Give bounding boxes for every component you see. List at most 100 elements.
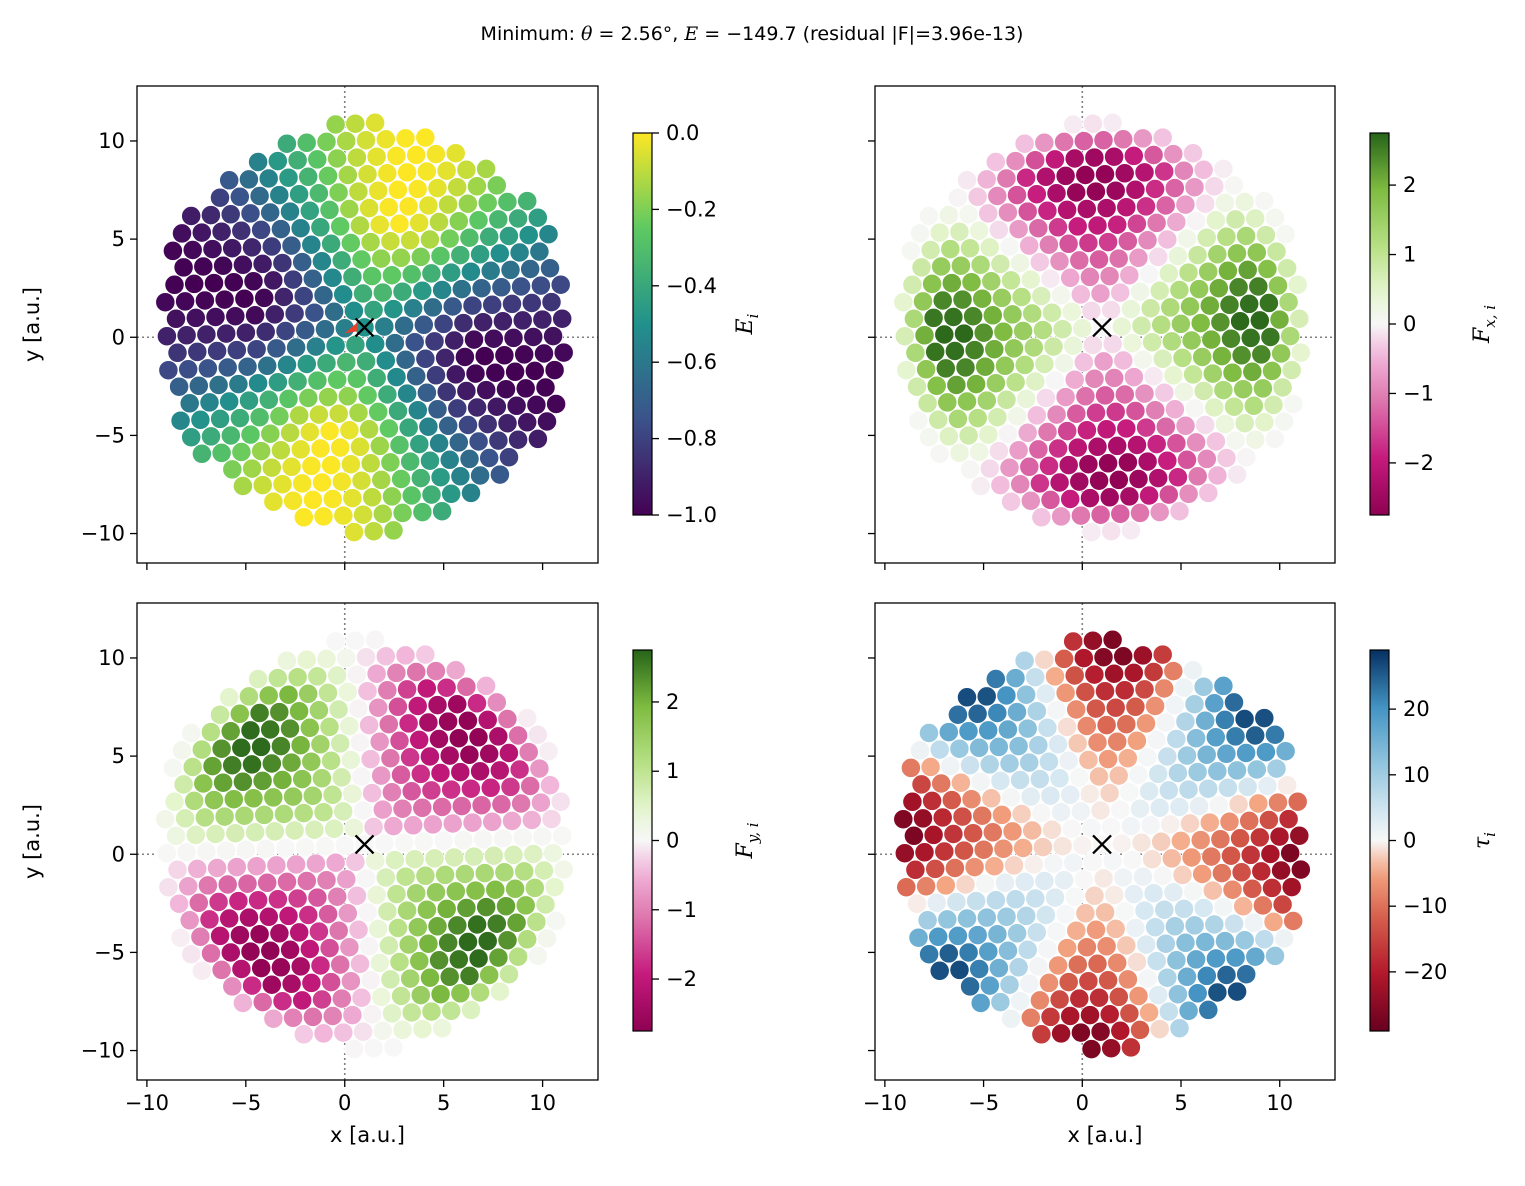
data-point bbox=[1035, 166, 1056, 187]
data-point bbox=[471, 795, 492, 816]
data-point bbox=[1289, 308, 1310, 329]
data-point bbox=[1128, 247, 1149, 268]
data-point bbox=[541, 809, 562, 830]
data-point bbox=[246, 856, 267, 877]
data-point bbox=[458, 415, 478, 435]
data-point bbox=[1057, 199, 1078, 220]
data-point bbox=[333, 284, 354, 305]
data-point bbox=[479, 743, 500, 764]
data-point bbox=[311, 768, 332, 789]
data-point bbox=[1184, 694, 1205, 715]
data-point bbox=[1084, 664, 1105, 685]
data-point bbox=[489, 981, 510, 1002]
data-point bbox=[1001, 787, 1021, 808]
data-point bbox=[1131, 832, 1152, 853]
data-point bbox=[1219, 811, 1240, 832]
data-point bbox=[964, 340, 985, 361]
data-point bbox=[388, 401, 408, 421]
data-point bbox=[378, 197, 399, 218]
data-point bbox=[1252, 378, 1273, 399]
data-point bbox=[239, 907, 259, 928]
data-point bbox=[415, 644, 436, 665]
data-point bbox=[1128, 986, 1149, 1006]
data-point bbox=[1136, 417, 1157, 438]
data-point bbox=[318, 904, 339, 925]
data-point bbox=[1236, 743, 1257, 763]
data-point bbox=[1069, 471, 1090, 492]
data-point bbox=[1113, 867, 1134, 888]
data-point bbox=[413, 314, 434, 335]
data-point bbox=[339, 716, 360, 736]
data-point bbox=[261, 753, 282, 774]
data-point bbox=[1145, 179, 1166, 199]
data-point bbox=[894, 843, 915, 864]
data-point bbox=[336, 869, 357, 890]
data-point bbox=[964, 857, 985, 878]
data-point bbox=[1130, 798, 1150, 819]
data-point bbox=[479, 226, 500, 247]
data-point bbox=[995, 872, 1015, 893]
data-point bbox=[339, 420, 360, 441]
data-point bbox=[1268, 792, 1288, 813]
data-point bbox=[416, 899, 437, 920]
data-point bbox=[166, 825, 186, 846]
data-point bbox=[1039, 972, 1059, 993]
data-point bbox=[298, 388, 319, 408]
data-point bbox=[315, 319, 335, 340]
data-point bbox=[201, 426, 221, 447]
data-point bbox=[1217, 777, 1238, 798]
data-point bbox=[403, 815, 424, 836]
data-point bbox=[535, 377, 556, 398]
data-point bbox=[223, 789, 244, 810]
data-point bbox=[1155, 712, 1176, 733]
data-point bbox=[1166, 950, 1187, 971]
data-point bbox=[191, 222, 212, 243]
data-point bbox=[222, 976, 243, 997]
data-point bbox=[342, 266, 363, 287]
data-point bbox=[386, 884, 407, 905]
data-point bbox=[389, 435, 410, 455]
data-point bbox=[436, 160, 457, 181]
data-point bbox=[938, 722, 959, 743]
data-point bbox=[1280, 326, 1301, 347]
data-point bbox=[552, 825, 573, 846]
data-point bbox=[269, 185, 290, 206]
data-point bbox=[245, 822, 266, 843]
data-point bbox=[1143, 662, 1164, 682]
data-point bbox=[991, 804, 1012, 825]
data-point bbox=[503, 327, 524, 348]
data-point bbox=[1001, 491, 1022, 512]
data-point bbox=[508, 946, 529, 967]
data-point bbox=[1216, 448, 1237, 468]
data-point bbox=[1064, 665, 1085, 686]
data-point bbox=[1237, 259, 1258, 280]
data-point bbox=[432, 797, 453, 817]
data-point bbox=[1120, 816, 1141, 837]
data-point bbox=[1016, 167, 1037, 188]
data-point bbox=[969, 442, 990, 462]
data-point bbox=[910, 223, 930, 244]
data-point bbox=[1201, 329, 1222, 350]
data-point bbox=[447, 915, 468, 936]
data-point bbox=[1017, 201, 1038, 222]
data-point bbox=[1101, 1038, 1122, 1059]
data-point bbox=[511, 793, 532, 814]
data-point bbox=[949, 221, 970, 242]
data-point bbox=[339, 199, 360, 219]
data-point bbox=[1208, 795, 1229, 816]
data-point bbox=[394, 832, 415, 853]
data-point bbox=[1195, 710, 1216, 731]
data-point bbox=[911, 257, 932, 278]
data-point bbox=[1277, 258, 1298, 279]
data-point bbox=[1277, 775, 1298, 796]
data-point bbox=[272, 253, 293, 273]
data-point bbox=[258, 168, 279, 189]
data-point bbox=[543, 326, 564, 347]
data-point bbox=[430, 763, 451, 783]
data-point bbox=[1019, 235, 1040, 256]
data-point bbox=[1260, 844, 1281, 864]
data-point bbox=[1026, 184, 1047, 205]
